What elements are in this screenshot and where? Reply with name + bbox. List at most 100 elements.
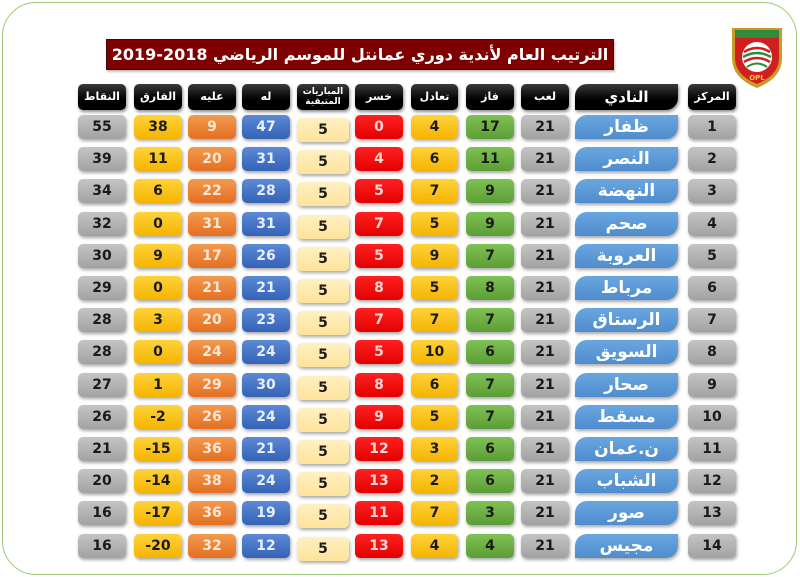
club-cell: مجيس <box>575 533 678 558</box>
drawn-cell: 9 <box>411 243 458 268</box>
rank-cell: 7 <box>688 308 736 333</box>
won-cell: 9 <box>466 179 514 204</box>
lost-cell: 12 <box>355 437 403 461</box>
goals-against-cell: 22 <box>188 179 236 204</box>
goal-diff-cell: 3 <box>134 308 182 333</box>
points-cell: 28 <box>78 308 126 333</box>
remaining-cell: 5 <box>297 182 349 207</box>
played-cell: 21 <box>521 469 569 494</box>
remaining-cell: 5 <box>297 375 349 400</box>
goal-diff-cell: 6 <box>134 179 182 204</box>
remaining-cell: 5 <box>297 118 349 142</box>
won-cell: 7 <box>466 308 514 333</box>
goals-against-cell: 24 <box>188 340 236 365</box>
club-cell: السويق <box>575 340 678 365</box>
points-cell: 26 <box>78 404 126 429</box>
lost-cell: 5 <box>355 340 403 365</box>
points-cell: 16 <box>78 501 126 526</box>
played-cell: 21 <box>521 372 569 397</box>
rank-cell: 12 <box>688 469 736 494</box>
drawn-cell: 4 <box>411 115 458 139</box>
played-cell: 21 <box>521 533 569 558</box>
remaining-cell: 5 <box>297 504 349 529</box>
points-cell: 28 <box>78 340 126 365</box>
drawn-cell: 6 <box>411 372 458 397</box>
drawn-cell: 4 <box>411 533 458 558</box>
points-cell: 16 <box>78 533 126 558</box>
won-cell: 6 <box>466 469 514 494</box>
points-cell: 30 <box>78 243 126 268</box>
drawn-cell: 5 <box>411 276 458 300</box>
remaining-cell: 5 <box>297 246 349 271</box>
remaining-cell: 5 <box>297 343 349 368</box>
drawn-cell: 7 <box>411 501 458 526</box>
lost-cell: 0 <box>355 115 403 139</box>
club-cell: ظفار <box>575 115 678 139</box>
won-cell: 7 <box>466 243 514 268</box>
goals-against-cell: 29 <box>188 372 236 397</box>
remaining-cell: 5 <box>297 440 349 464</box>
drawn-cell: 3 <box>411 437 458 461</box>
won-cell: 7 <box>466 372 514 397</box>
played-cell: 21 <box>521 437 569 461</box>
rank-cell: 6 <box>688 276 736 300</box>
goal-diff-cell: 38 <box>134 115 182 139</box>
page-title: الترتيب العام لأندية دوري عمانتل للموسم … <box>106 39 614 70</box>
played-cell: 21 <box>521 211 569 236</box>
oman-football-league-shield-icon: OPL <box>732 28 782 88</box>
points-cell: 55 <box>78 115 126 139</box>
points-cell: 32 <box>78 211 126 236</box>
points-cell: 20 <box>78 469 126 494</box>
club-cell: مسقط <box>575 404 678 429</box>
column-header-goals-for: له <box>242 84 290 110</box>
club-cell: النصر <box>575 147 678 172</box>
goals-against-cell: 9 <box>188 115 236 139</box>
rank-cell: 3 <box>688 179 736 204</box>
goals-for-cell: 24 <box>242 404 290 429</box>
points-cell: 29 <box>78 276 126 300</box>
rank-cell: 10 <box>688 404 736 429</box>
remaining-cell: 5 <box>297 279 349 303</box>
won-cell: 4 <box>466 533 514 558</box>
goals-against-cell: 20 <box>188 308 236 333</box>
points-cell: 34 <box>78 179 126 204</box>
remaining-cell: 5 <box>297 214 349 239</box>
goals-for-cell: 21 <box>242 437 290 461</box>
remaining-cell: 5 <box>297 407 349 432</box>
lost-cell: 8 <box>355 276 403 300</box>
remaining-cell: 5 <box>297 472 349 497</box>
goals-against-cell: 21 <box>188 276 236 300</box>
club-cell: الرستاق <box>575 308 678 333</box>
lost-cell: 7 <box>355 211 403 236</box>
goal-diff-cell: -15 <box>134 437 182 461</box>
rank-cell: 5 <box>688 243 736 268</box>
won-cell: 3 <box>466 501 514 526</box>
drawn-cell: 7 <box>411 179 458 204</box>
goals-for-cell: 24 <box>242 340 290 365</box>
club-cell: النهضة <box>575 179 678 204</box>
remaining-cell: 5 <box>297 536 349 561</box>
played-cell: 21 <box>521 243 569 268</box>
column-header-lost: خسر <box>355 84 403 110</box>
column-header-drawn: تعادل <box>411 84 458 110</box>
club-cell: ن.عمان <box>575 437 678 461</box>
won-cell: 6 <box>466 437 514 461</box>
points-cell: 21 <box>78 437 126 461</box>
played-cell: 21 <box>521 147 569 172</box>
goal-diff-cell: 0 <box>134 211 182 236</box>
played-cell: 21 <box>521 501 569 526</box>
column-header-goal-diff: الفارق <box>134 84 182 110</box>
played-cell: 21 <box>521 340 569 365</box>
goal-diff-cell: 0 <box>134 276 182 300</box>
club-cell: صحار <box>575 372 678 397</box>
rank-cell: 2 <box>688 147 736 172</box>
drawn-cell: 10 <box>411 340 458 365</box>
goal-diff-cell: 11 <box>134 147 182 172</box>
played-cell: 21 <box>521 115 569 139</box>
drawn-cell: 5 <box>411 404 458 429</box>
svg-text:OPL: OPL <box>749 74 765 82</box>
goals-for-cell: 47 <box>242 115 290 139</box>
drawn-cell: 5 <box>411 211 458 236</box>
club-cell: العروبة <box>575 243 678 268</box>
column-header-rank: المركز <box>688 84 736 110</box>
